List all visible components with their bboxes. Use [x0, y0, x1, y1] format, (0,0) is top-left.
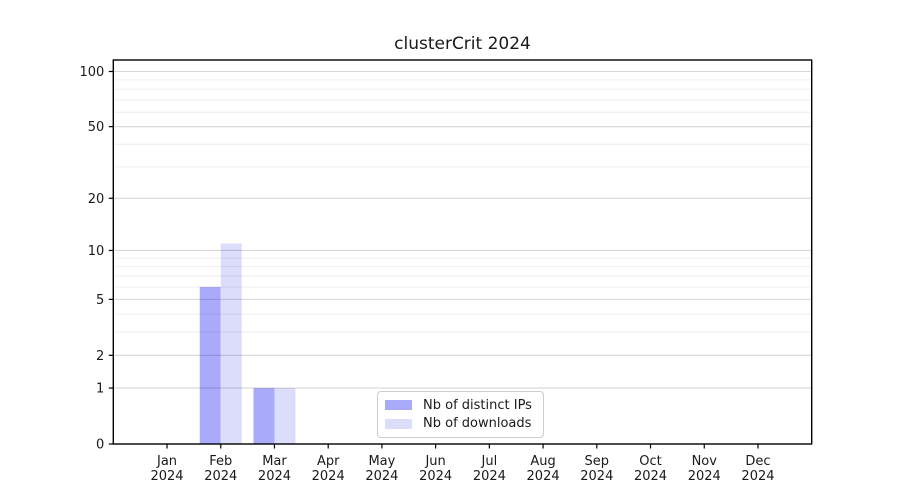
- bar-downloads-Mar: [274, 388, 296, 444]
- x-tick-label: Mar 2024: [258, 454, 291, 484]
- legend-swatch-distinct-ips: [385, 400, 412, 411]
- x-tick-label: Jul 2024: [473, 454, 506, 484]
- x-tick-label: Jun 2024: [419, 454, 452, 484]
- legend: Nb of distinct IPs Nb of downloads: [377, 391, 544, 438]
- x-tick-label: Oct 2024: [634, 454, 667, 484]
- legend-item-distinct-ips: Nb of distinct IPs: [385, 397, 536, 414]
- x-tick-label: Dec 2024: [741, 454, 774, 484]
- x-tick-label: Aug 2024: [527, 454, 560, 484]
- plot-border: [112, 59, 813, 445]
- y-tick-label: 0: [96, 438, 104, 453]
- legend-label-downloads: Nb of downloads: [423, 416, 532, 432]
- chart-title: clusterCrit 2024: [394, 34, 531, 54]
- x-tick-label: Apr 2024: [312, 454, 345, 484]
- y-tick-label: 50: [88, 120, 105, 135]
- y-tick-label: 5: [96, 293, 104, 308]
- y-tick-label: 10: [88, 244, 105, 259]
- legend-label-distinct-ips: Nb of distinct IPs: [423, 397, 532, 413]
- x-tick-label: May 2024: [365, 454, 398, 484]
- x-tick-label: Feb 2024: [204, 454, 237, 484]
- y-tick-label: 100: [79, 65, 104, 80]
- bar-downloads-Feb: [220, 243, 242, 444]
- x-tick-label: Jan 2024: [150, 454, 183, 484]
- legend-item-downloads: Nb of downloads: [385, 415, 536, 432]
- y-tick-label: 2: [96, 349, 104, 364]
- legend-swatch-downloads: [385, 418, 412, 429]
- x-tick-label: Sep 2024: [580, 454, 613, 484]
- bar-distinct-ips-Feb: [199, 286, 221, 444]
- y-tick-label: 1: [96, 382, 104, 397]
- x-tick-label: Nov 2024: [688, 454, 721, 484]
- y-tick-label: 20: [88, 192, 105, 207]
- bar-distinct-ips-Mar: [253, 388, 275, 444]
